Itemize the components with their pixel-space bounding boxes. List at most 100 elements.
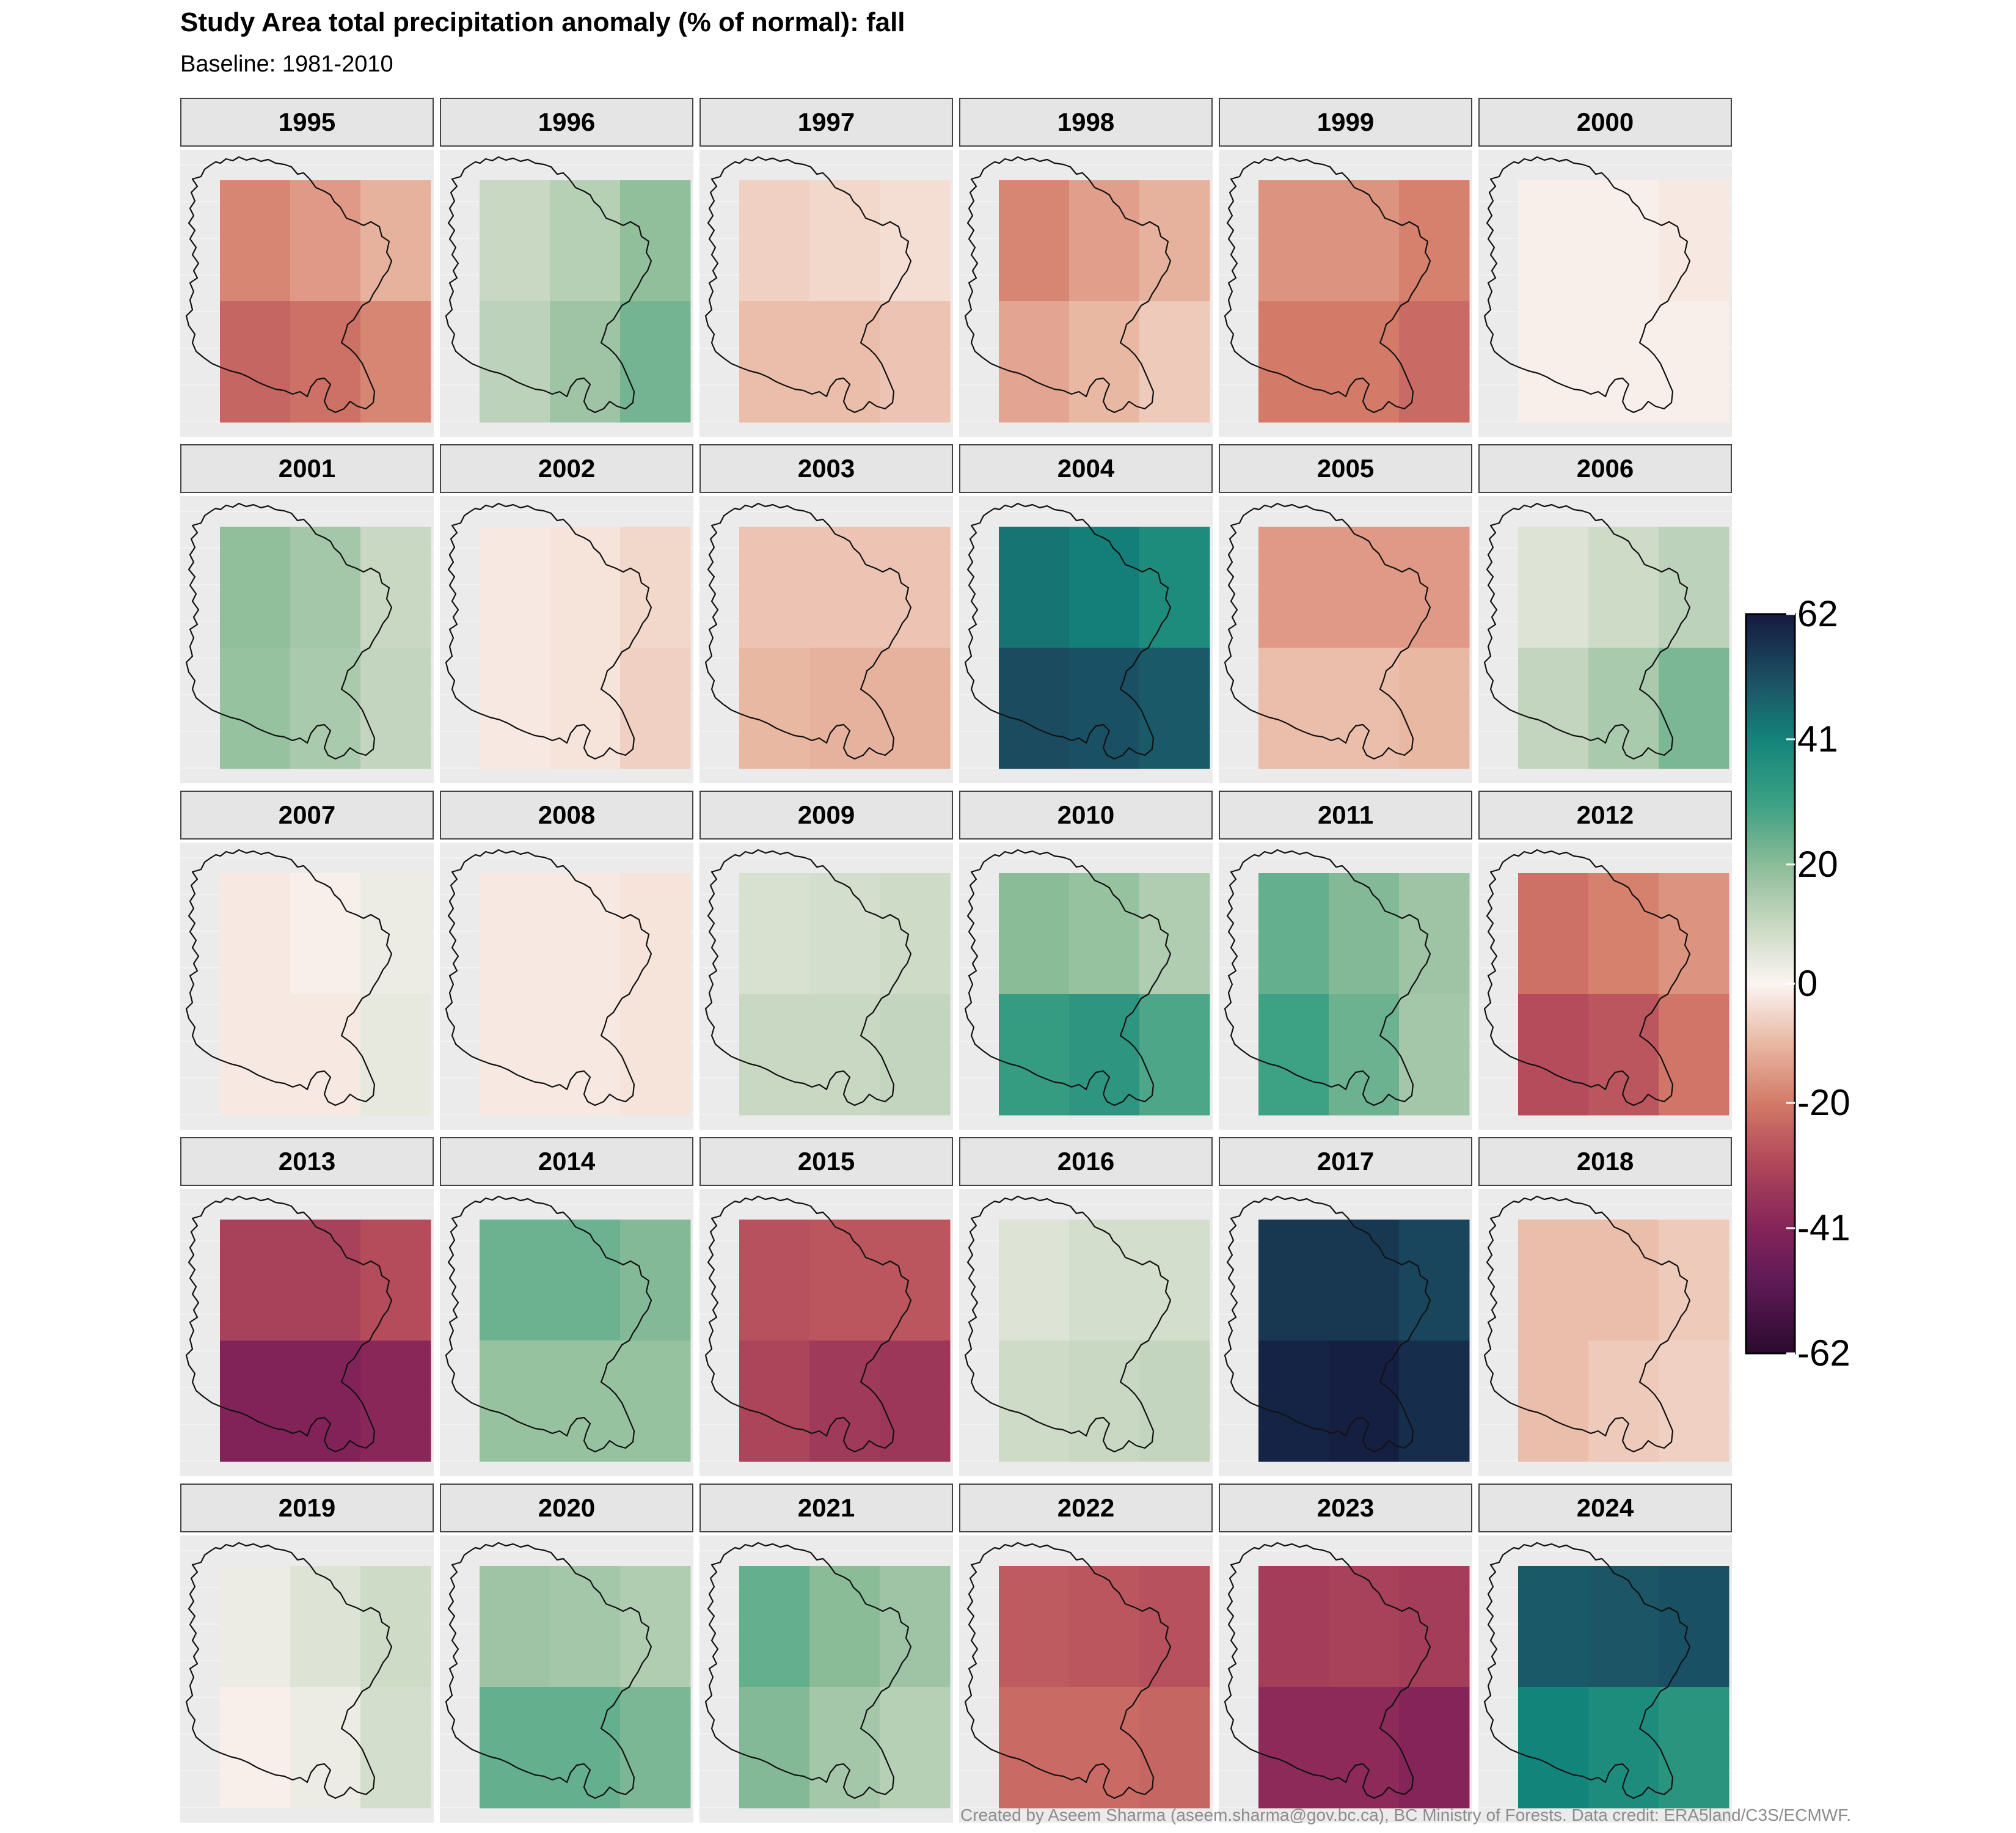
anomaly-cell	[360, 1220, 431, 1341]
study-area-outline	[445, 502, 652, 760]
anomaly-cell	[739, 527, 810, 648]
facet-plot-area	[440, 496, 693, 783]
anomaly-cell	[1659, 1220, 1729, 1341]
anomaly-cell	[1069, 527, 1140, 648]
study-area-outline	[1224, 849, 1431, 1107]
anomaly-cell	[620, 1220, 691, 1341]
anomaly-cell	[1139, 648, 1210, 769]
anomaly-cell	[480, 994, 550, 1116]
anomaly-cell	[1258, 1687, 1329, 1809]
facet-panel: 2012	[1478, 791, 1732, 1130]
facet-plot-area	[180, 496, 434, 783]
anomaly-cell	[220, 994, 291, 1116]
anomaly-cell	[880, 1566, 951, 1688]
facet-strip-label: 1998	[959, 98, 1213, 147]
facet-panel: 1996	[440, 98, 693, 437]
facet-map	[959, 1195, 1213, 1462]
anomaly-cell	[1139, 1341, 1210, 1462]
facet-strip-label: 2018	[1478, 1137, 1732, 1186]
anomaly-cell	[620, 180, 691, 302]
facet-panel: 2011	[1219, 791, 1472, 1130]
anomaly-cell	[480, 180, 550, 302]
anomaly-cell	[739, 180, 810, 302]
facet-panel: 1998	[959, 98, 1213, 437]
facet-map	[180, 1542, 434, 1809]
facet-plot-area	[959, 1189, 1213, 1476]
facet-plot-area	[699, 1535, 953, 1823]
study-area-outline	[704, 502, 912, 760]
facet-strip-label: 2021	[699, 1484, 953, 1532]
facet-strip-label: 1995	[180, 98, 434, 147]
anomaly-cell	[1399, 873, 1470, 995]
anomaly-cell	[360, 1687, 431, 1809]
facet-strip-label: 2004	[959, 444, 1213, 493]
anomaly-cell	[1399, 1220, 1470, 1341]
facet-panel: 2015	[699, 1137, 953, 1476]
anomaly-cell	[1399, 648, 1470, 769]
facet-panel: 2020	[440, 1484, 693, 1823]
anomaly-cell	[880, 1220, 951, 1341]
anomaly-cell	[739, 1687, 810, 1809]
facet-plot-area	[959, 150, 1213, 437]
anomaly-cell	[1588, 180, 1659, 302]
facet-map	[1478, 1542, 1732, 1809]
facet-strip-label: 2019	[180, 1484, 434, 1532]
facet-plot-area	[699, 150, 953, 437]
facet-map	[959, 1542, 1213, 1809]
anomaly-cell	[1588, 1566, 1659, 1688]
anomaly-cell	[1659, 527, 1729, 648]
facet-map	[440, 849, 693, 1116]
anomaly-cell	[1258, 994, 1329, 1116]
facet-map	[180, 849, 434, 1116]
facet-strip-label: 2011	[1219, 791, 1472, 840]
facet-map	[1219, 502, 1472, 769]
anomaly-cell	[999, 527, 1070, 648]
facet-strip-label: 1996	[440, 98, 693, 147]
anomaly-cell	[550, 1566, 621, 1688]
anomaly-cell	[360, 180, 431, 302]
anomaly-cell	[1258, 1341, 1329, 1462]
study-area-outline	[1224, 1542, 1431, 1799]
anomaly-cell	[1659, 301, 1729, 423]
anomaly-cell	[1329, 873, 1400, 995]
anomaly-cell	[1139, 1687, 1210, 1809]
study-area-outline	[1483, 502, 1691, 760]
facet-panel: 2002	[440, 444, 693, 783]
facet-plot-area	[440, 843, 693, 1130]
anomaly-cell	[550, 1220, 621, 1341]
anomaly-cell	[360, 527, 431, 648]
anomaly-cell	[1258, 873, 1329, 995]
facet-plot-area	[440, 150, 693, 437]
anomaly-cell	[290, 180, 361, 302]
anomaly-cell	[1258, 1220, 1329, 1341]
facet-plot-area	[1478, 150, 1732, 437]
facet-panel: 2003	[699, 444, 953, 783]
facet-panel: 2004	[959, 444, 1213, 783]
facet-plot-area	[1219, 150, 1472, 437]
facet-plot-area	[440, 1535, 693, 1823]
anomaly-cell	[880, 180, 951, 302]
facet-panel: 2005	[1219, 444, 1472, 783]
anomaly-cell	[809, 180, 880, 302]
study-area-outline	[185, 156, 393, 414]
credit-caption: Created by Aseem Sharma (aseem.sharma@go…	[960, 1806, 1851, 1824]
facet-map	[699, 1542, 953, 1809]
anomaly-cell	[360, 873, 431, 995]
anomaly-cell	[220, 1687, 291, 1809]
facet-panel: 2013	[180, 1137, 434, 1476]
facet-panel: 1995	[180, 98, 434, 437]
facet-panel: 2021	[699, 1484, 953, 1823]
facet-panel: 2019	[180, 1484, 434, 1823]
facet-plot-area	[699, 496, 953, 783]
study-area-outline	[704, 1542, 912, 1799]
facet-map	[959, 502, 1213, 769]
facet-strip-label: 2009	[699, 791, 953, 840]
anomaly-cell	[220, 301, 291, 423]
study-area-outline	[704, 156, 912, 414]
facet-strip-label: 2024	[1478, 1484, 1732, 1532]
facet-map	[1478, 502, 1732, 769]
study-area-outline	[185, 1542, 393, 1799]
facet-map	[440, 1195, 693, 1462]
anomaly-cell	[1139, 301, 1210, 423]
anomaly-cell	[360, 1341, 431, 1462]
